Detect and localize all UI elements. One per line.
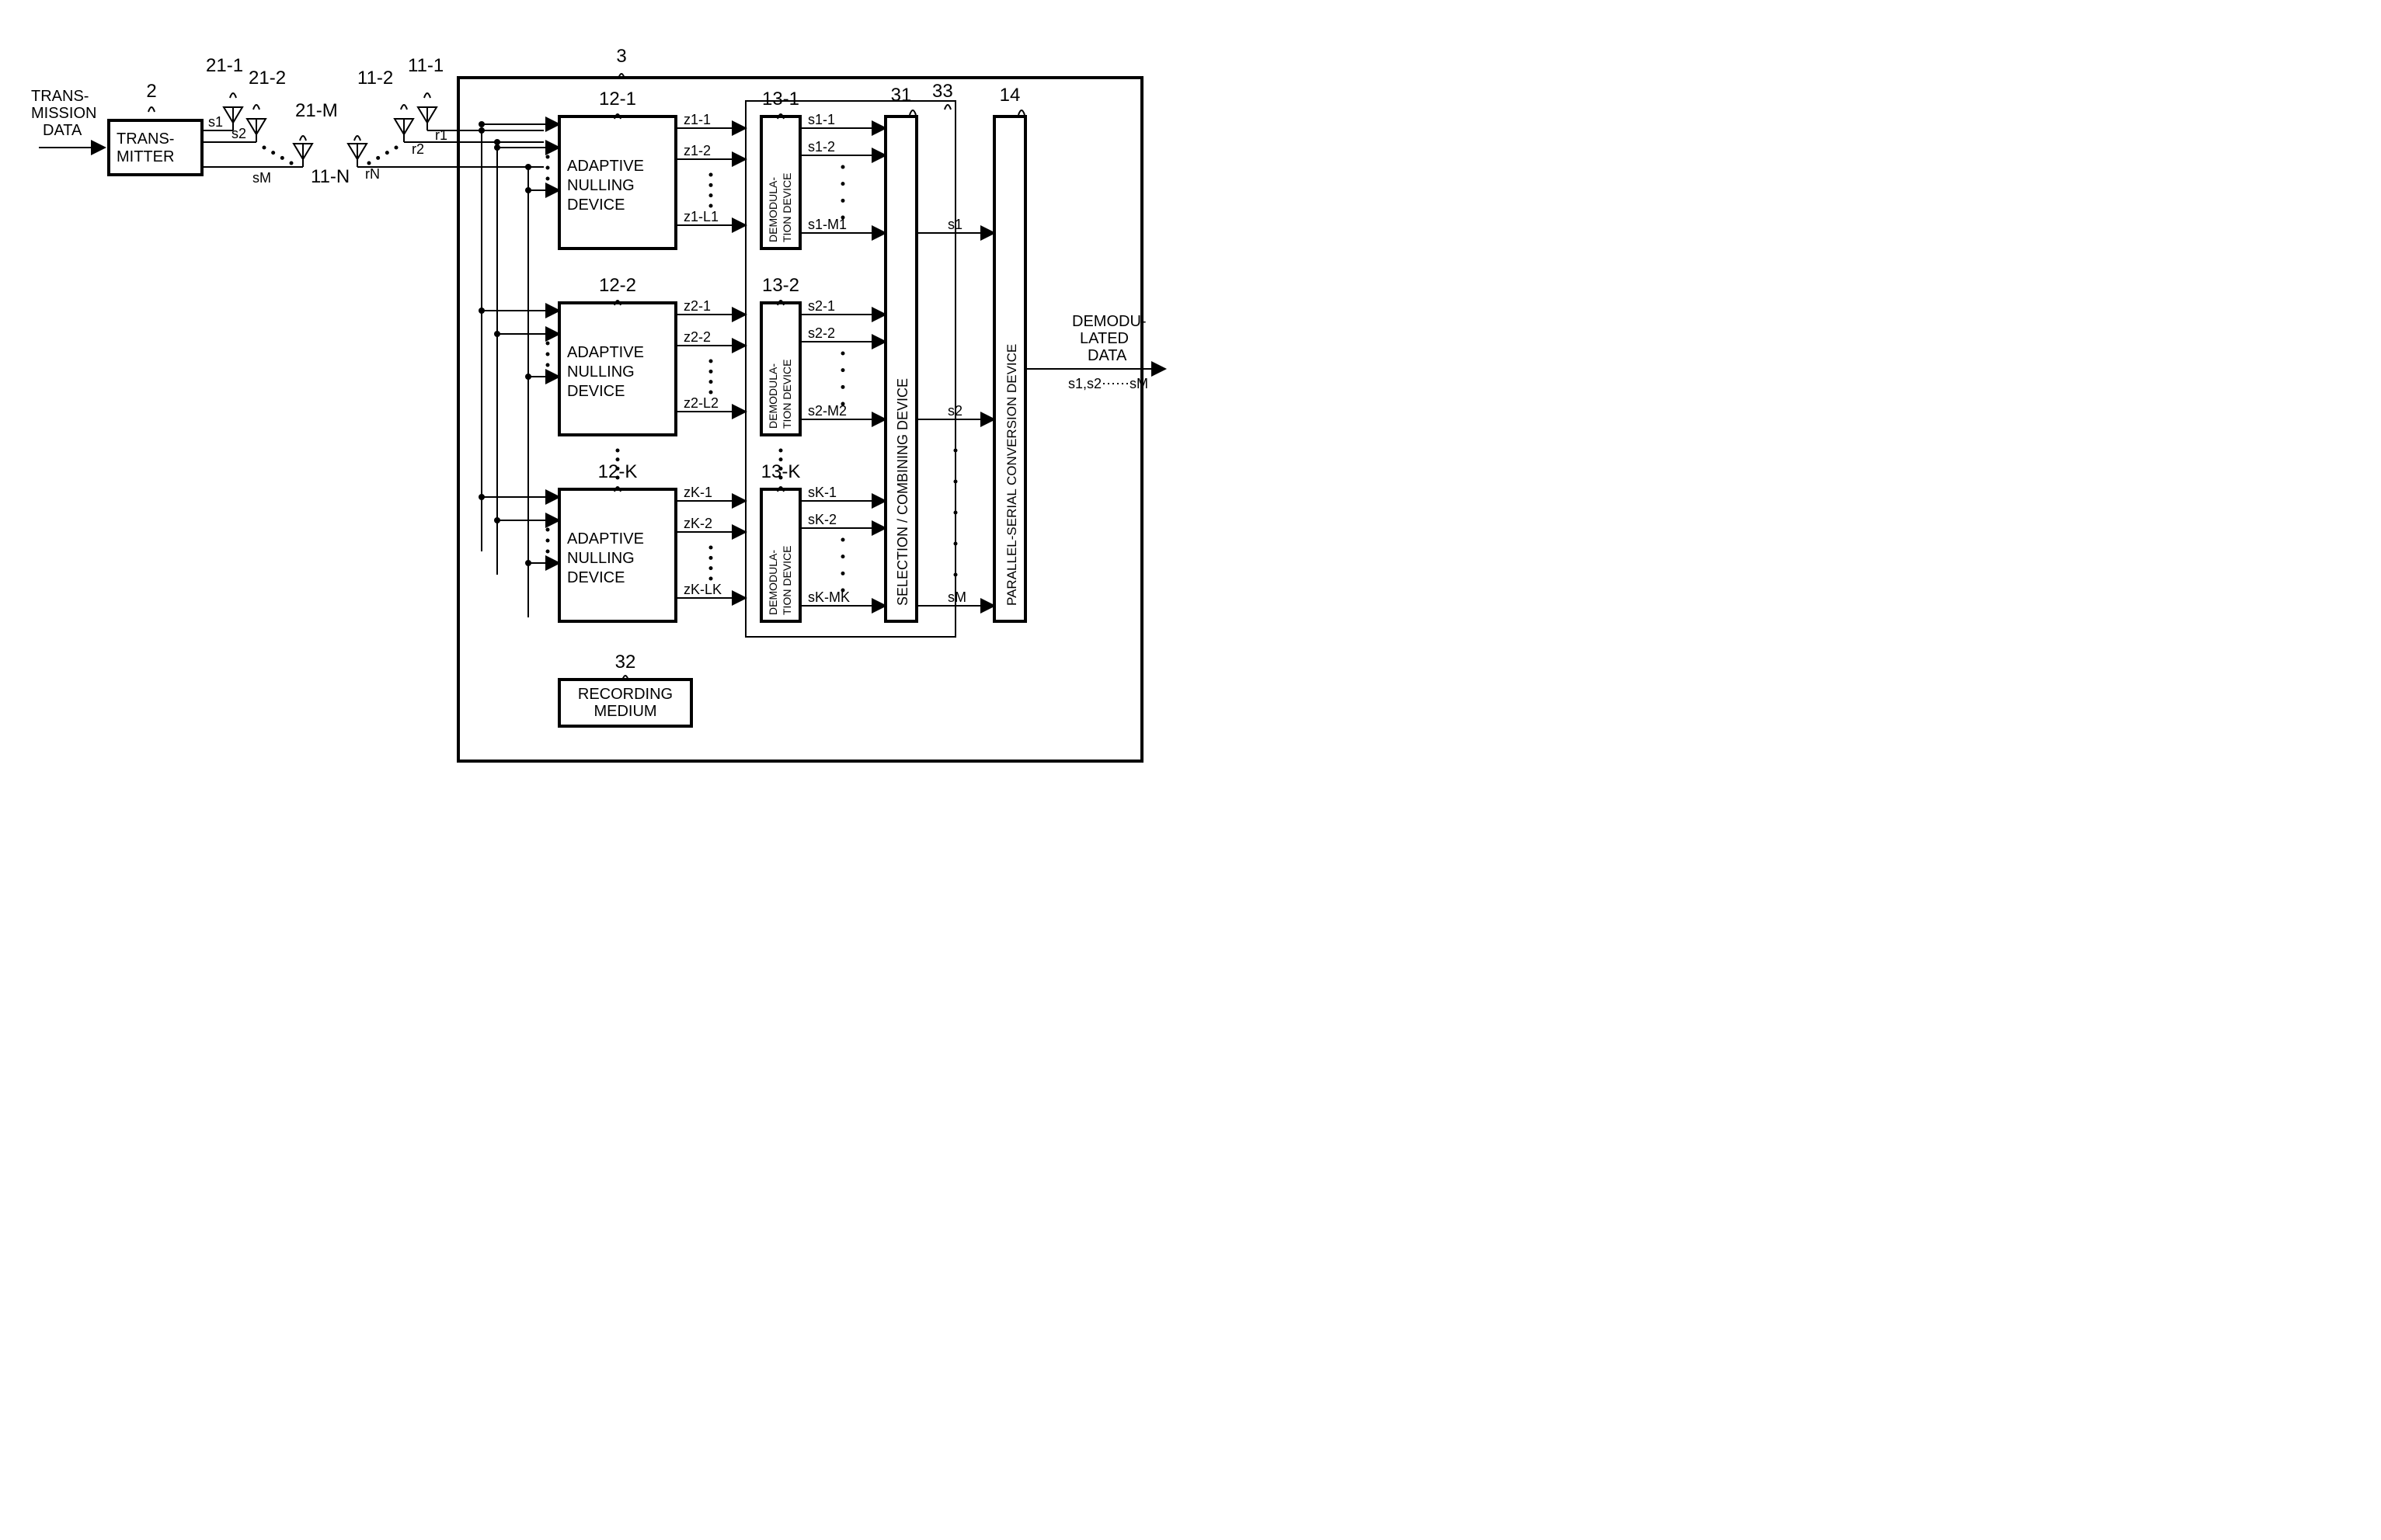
svg-text:3: 3 <box>616 46 626 67</box>
svg-text:s2-M2: s2-M2 <box>808 403 847 419</box>
svg-text:z1-1: z1-1 <box>684 112 711 127</box>
svg-text:NULLING: NULLING <box>567 550 635 567</box>
svg-text:DEMODULA-: DEMODULA- <box>767 550 779 615</box>
svg-text:33: 33 <box>932 81 953 102</box>
svg-text:12-1: 12-1 <box>599 89 636 110</box>
svg-text:DEVICE: DEVICE <box>567 196 625 214</box>
block-diagram: TRANS-MISSIONDATATRANS-MITTER2s1s2sM21-1… <box>16 16 1212 777</box>
svg-text:13-1: 13-1 <box>762 89 799 110</box>
svg-text:NULLING: NULLING <box>567 363 635 381</box>
svg-text:MITTER: MITTER <box>117 148 174 165</box>
svg-text:s1: s1 <box>948 217 962 232</box>
svg-text:ADAPTIVE: ADAPTIVE <box>567 158 644 175</box>
svg-text:DEMODULA-: DEMODULA- <box>767 177 779 242</box>
svg-text:MISSION: MISSION <box>31 105 96 122</box>
svg-text:sK-2: sK-2 <box>808 512 837 527</box>
svg-text:s2-2: s2-2 <box>808 325 835 341</box>
svg-text:TION DEVICE: TION DEVICE <box>781 546 793 615</box>
svg-text:z2-2: z2-2 <box>684 329 711 345</box>
svg-text:s1: s1 <box>208 114 223 130</box>
svg-text:DEMODU-: DEMODU- <box>1072 313 1147 330</box>
svg-text:z2-L2: z2-L2 <box>684 395 719 411</box>
svg-text:rN: rN <box>365 166 380 182</box>
svg-text:TRANS-: TRANS- <box>31 88 89 105</box>
svg-text:DEVICE: DEVICE <box>567 569 625 586</box>
svg-text:13-2: 13-2 <box>762 275 799 296</box>
svg-text:2: 2 <box>146 81 156 102</box>
svg-text:SELECTION / COMBINING DEVICE: SELECTION / COMBINING DEVICE <box>895 378 910 606</box>
svg-text:z1-L1: z1-L1 <box>684 209 719 224</box>
svg-text:TION DEVICE: TION DEVICE <box>781 360 793 429</box>
svg-text:z2-1: z2-1 <box>684 298 711 314</box>
svg-text:TION DEVICE: TION DEVICE <box>781 173 793 242</box>
svg-text:sM: sM <box>948 589 966 605</box>
svg-text:21-M: 21-M <box>295 100 338 121</box>
svg-text:DEVICE: DEVICE <box>567 383 625 400</box>
svg-text:sK-1: sK-1 <box>808 485 837 500</box>
svg-text:s1,s2⋯⋯sM: s1,s2⋯⋯sM <box>1068 376 1148 391</box>
svg-text:zK-LK: zK-LK <box>684 582 722 597</box>
svg-text:s2-1: s2-1 <box>808 298 835 314</box>
svg-text:21-1: 21-1 <box>206 55 243 76</box>
svg-text:11-N: 11-N <box>311 166 350 187</box>
svg-text:DATA: DATA <box>43 122 82 139</box>
svg-text:s1-2: s1-2 <box>808 139 835 155</box>
svg-text:LATED: LATED <box>1080 330 1129 347</box>
svg-text:zK-1: zK-1 <box>684 485 712 500</box>
svg-text:sM: sM <box>252 170 271 186</box>
svg-text:32: 32 <box>615 652 636 673</box>
svg-text:s1-1: s1-1 <box>808 112 835 127</box>
svg-text:ADAPTIVE: ADAPTIVE <box>567 344 644 361</box>
svg-text:RECORDING: RECORDING <box>578 686 673 703</box>
svg-text:DEMODULA-: DEMODULA- <box>767 363 779 429</box>
svg-text:14: 14 <box>1000 85 1021 106</box>
svg-text:r2: r2 <box>412 141 424 157</box>
svg-text:NULLING: NULLING <box>567 177 635 194</box>
svg-text:21-2: 21-2 <box>249 68 286 89</box>
svg-text:TRANS-: TRANS- <box>117 130 174 148</box>
svg-text:zK-2: zK-2 <box>684 516 712 531</box>
svg-text:DATA: DATA <box>1088 347 1127 364</box>
svg-text:11-2: 11-2 <box>357 68 393 89</box>
svg-text:11-1: 11-1 <box>408 55 444 76</box>
svg-text:s1-M1: s1-M1 <box>808 217 847 232</box>
svg-text:s2: s2 <box>948 403 962 419</box>
svg-text:31: 31 <box>891 85 912 106</box>
svg-text:z1-2: z1-2 <box>684 143 711 158</box>
svg-text:ADAPTIVE: ADAPTIVE <box>567 530 644 548</box>
svg-text:12-2: 12-2 <box>599 275 636 296</box>
svg-text:MEDIUM: MEDIUM <box>594 703 656 720</box>
svg-text:PARALLEL-SERIAL CONVERSION DEV: PARALLEL-SERIAL CONVERSION DEVICE <box>1004 344 1019 606</box>
